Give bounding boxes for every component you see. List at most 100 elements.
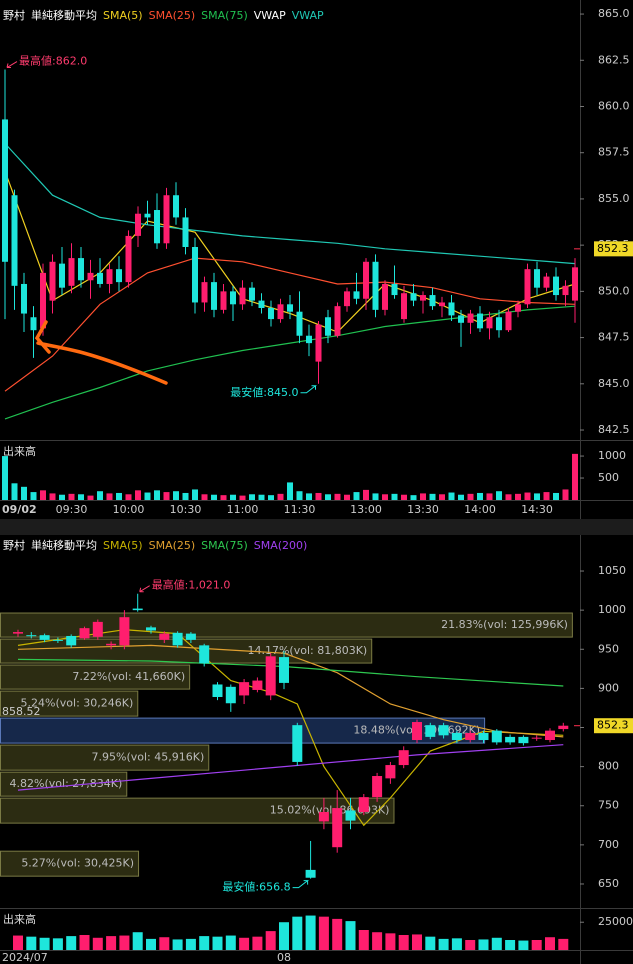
high-label: 最高値:862.0 <box>19 54 87 68</box>
candle-body <box>518 736 529 744</box>
volume-profile-label: 5.27%(vol: 30,425K) <box>21 857 134 870</box>
candle-body <box>491 730 502 743</box>
volume-bar <box>531 940 542 950</box>
volume-bar <box>448 492 455 500</box>
candle-body <box>363 261 369 299</box>
volume-bar <box>562 489 569 500</box>
volume-bar <box>543 492 550 500</box>
candle-body <box>553 276 559 296</box>
volume-bar <box>287 482 293 500</box>
volume-bar <box>87 495 94 500</box>
arrow-stroke <box>36 341 168 385</box>
candle-body <box>185 633 196 640</box>
volume-bar <box>391 493 398 500</box>
volume-tick-label: 25000 <box>598 915 633 928</box>
candle-body <box>496 317 502 331</box>
volume-bar <box>144 492 151 500</box>
volume-profile-label: 15.02%(vol: 86,693K) <box>270 804 390 817</box>
volume-bar <box>211 494 217 500</box>
volume-profile-bar <box>0 664 191 690</box>
candle-body <box>505 736 516 743</box>
volume-bar <box>315 492 322 500</box>
current-price-tag <box>594 241 633 257</box>
price-chart: 5.27%(vol: 30,425K) 15.02%(vol: 86,693K) 4… <box>0 538 633 964</box>
volume-bar <box>163 492 170 500</box>
candle-body <box>438 725 449 736</box>
candle-body <box>477 313 483 329</box>
y-tick-label: 845.0 <box>598 377 630 390</box>
volume-bar <box>518 940 529 950</box>
candle-body <box>534 269 540 288</box>
candle-body <box>372 776 383 798</box>
candle-body <box>465 732 476 741</box>
volume-profile-label: 7.95%(vol: 45,916K) <box>92 751 205 764</box>
hand-drawn-arrow <box>34 320 168 385</box>
candle-body <box>562 285 569 296</box>
legend-group: 単純移動平均 <box>31 538 97 552</box>
volume-profile-bar <box>0 744 210 771</box>
candle-body <box>439 302 445 307</box>
candle-body <box>425 725 436 737</box>
volume-bar <box>106 493 113 500</box>
volume-bar <box>146 938 156 950</box>
volume-bar <box>92 937 103 950</box>
y-tick-label: 847.5 <box>598 331 630 344</box>
candle-body <box>296 311 303 336</box>
legend-instrument: 野村 <box>3 538 25 552</box>
legend-entry: SMA(25) <box>149 9 196 22</box>
low-label: 最安値:845.0 <box>230 385 298 399</box>
candle-body <box>398 750 409 766</box>
volume-bar <box>425 936 436 950</box>
volume-bar <box>119 935 130 950</box>
volume-bar <box>39 937 50 950</box>
volume-profile-label: 14.17%(vol: 81,803K) <box>247 644 367 657</box>
volume-bar <box>332 918 343 950</box>
candle-body <box>478 732 489 741</box>
volume-bar <box>239 937 250 950</box>
candle-body <box>230 291 236 305</box>
candle-body <box>543 276 550 288</box>
candle-body <box>252 680 263 690</box>
y-tick-label: 750 <box>598 799 619 812</box>
price-marker-label: 858.52 <box>2 705 41 718</box>
x-tick-label: 14:30 <box>521 503 553 516</box>
volume-bar <box>477 492 483 500</box>
volume-bar <box>363 489 369 500</box>
volume-bar <box>534 493 540 500</box>
volume-bar <box>279 922 289 950</box>
x-tick-label: 10:00 <box>113 503 145 516</box>
y-tick-label: 862.5 <box>598 53 630 66</box>
volume-bar <box>398 935 409 950</box>
high-label: 最高値:1,021.0 <box>152 578 231 592</box>
candle-body <box>420 295 426 301</box>
volume-bar <box>220 495 227 500</box>
y-tick-label: 700 <box>598 838 619 851</box>
volume-bar <box>458 494 464 500</box>
candle-body <box>515 304 521 312</box>
candle-body <box>146 627 156 631</box>
y-tick-label: 800 <box>598 760 619 773</box>
volume-bar <box>305 915 316 950</box>
volume-bar <box>265 931 276 950</box>
candle-body <box>306 335 312 344</box>
candle-body <box>30 317 37 331</box>
candle-body <box>199 645 210 664</box>
volume-bar <box>429 493 436 500</box>
candle-body <box>125 235 132 283</box>
candle-body <box>106 269 113 284</box>
candle-body <box>268 308 274 320</box>
candle-body <box>558 725 569 730</box>
candle-body <box>173 195 179 218</box>
volume-bar <box>505 940 516 950</box>
volume-bar <box>132 932 143 950</box>
candle-body <box>144 213 151 218</box>
volume-bar <box>268 495 274 500</box>
high-arrow <box>139 585 150 593</box>
legend-entry: SMA(25) <box>149 539 196 552</box>
candle-body <box>391 283 398 296</box>
candle-body <box>182 217 189 247</box>
candle-body <box>315 324 322 362</box>
indicator-line <box>17 744 564 791</box>
volume-bar <box>412 934 422 950</box>
candle-body <box>154 210 160 244</box>
